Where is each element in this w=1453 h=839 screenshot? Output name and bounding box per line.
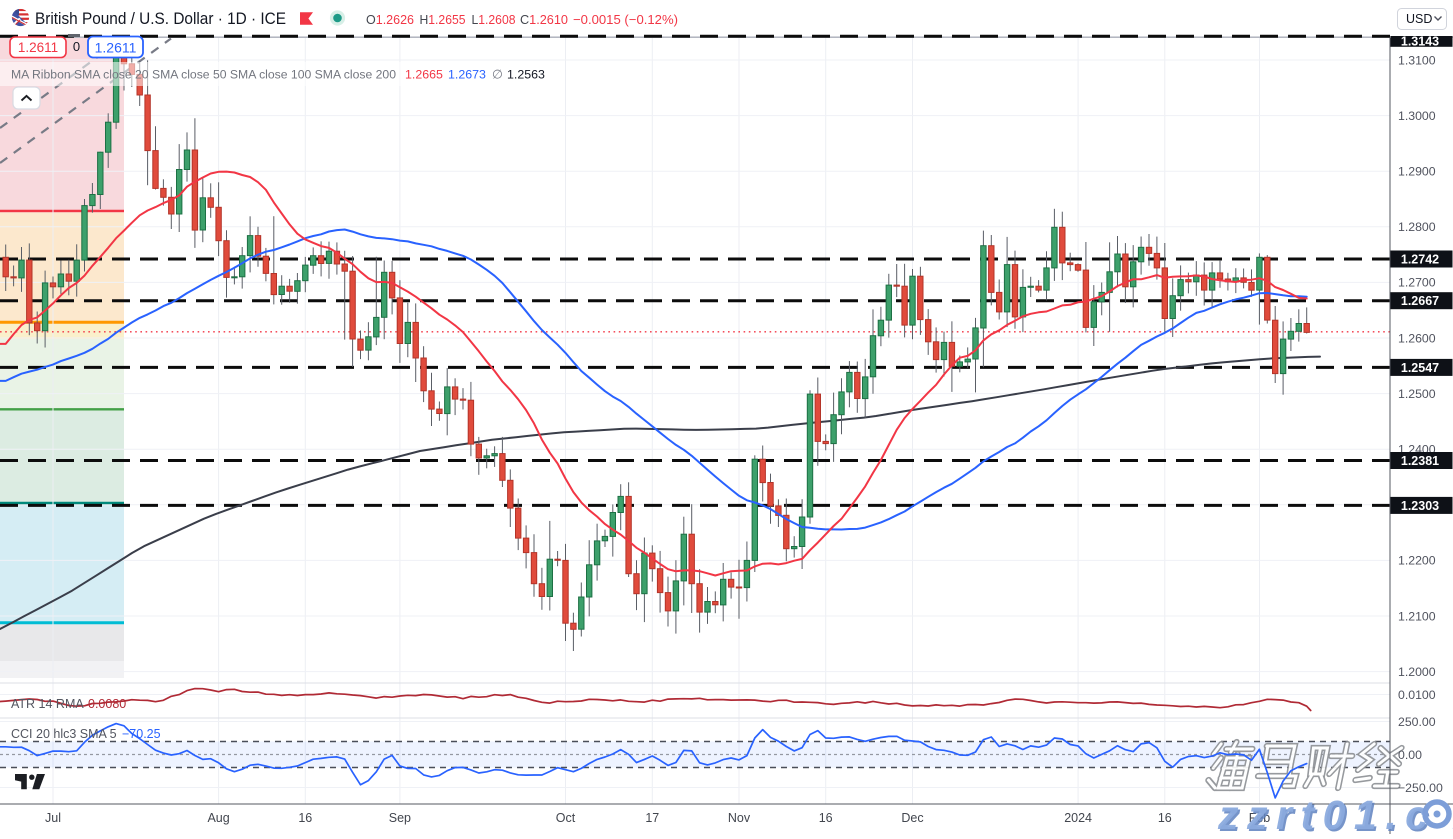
svg-text:1.2611: 1.2611 [95, 39, 137, 55]
svg-text:Sep: Sep [389, 811, 411, 825]
svg-text:1.2673: 1.2673 [448, 68, 486, 82]
svg-text:zzrt01.c: zzrt01.c [1217, 792, 1436, 834]
svg-text:Nov: Nov [728, 811, 751, 825]
svg-text:C1.2610: C1.2610 [520, 12, 568, 27]
svg-text:17: 17 [645, 811, 659, 825]
svg-text:Aug: Aug [207, 811, 229, 825]
svg-text:0.00: 0.00 [1398, 748, 1422, 762]
svg-text:1.3143: 1.3143 [1401, 34, 1439, 48]
svg-text:1.2200: 1.2200 [1398, 554, 1436, 568]
svg-text:1.2700: 1.2700 [1398, 276, 1436, 290]
svg-text:ATR 14 RMA: ATR 14 RMA [11, 697, 84, 711]
svg-text:1.3000: 1.3000 [1398, 109, 1436, 123]
svg-text:1.2900: 1.2900 [1398, 165, 1436, 179]
svg-text:zzrt01.c: zzrt01.c [1219, 794, 1438, 834]
svg-text:1.2100: 1.2100 [1398, 609, 1436, 623]
svg-text:Dec: Dec [901, 811, 923, 825]
svg-text:250.00: 250.00 [1398, 715, 1436, 729]
svg-text:−250.00: −250.00 [1398, 781, 1443, 795]
svg-text:−0.0015 (−0.12%): −0.0015 (−0.12%) [573, 12, 678, 27]
svg-text:British Pound / U.S. Dollar ·: British Pound / U.S. Dollar · 1D · ICE [35, 9, 286, 28]
svg-text:O1.2626: O1.2626 [366, 12, 414, 27]
svg-text:Jul: Jul [45, 811, 61, 825]
svg-text:1.2611: 1.2611 [18, 40, 58, 55]
svg-text:Oct: Oct [556, 811, 576, 825]
svg-text:1.2303: 1.2303 [1401, 499, 1439, 513]
svg-text:0: 0 [73, 39, 80, 54]
svg-text:1.2547: 1.2547 [1401, 361, 1439, 375]
svg-text:1.2600: 1.2600 [1398, 331, 1436, 345]
svg-text:−70.25: −70.25 [122, 727, 161, 741]
svg-text:1.2000: 1.2000 [1398, 665, 1436, 679]
svg-text:1.2381: 1.2381 [1401, 454, 1439, 468]
svg-text:Feb: Feb [1249, 811, 1271, 825]
svg-text:1.3100: 1.3100 [1398, 53, 1436, 67]
svg-text:H1.2655: H1.2655 [420, 12, 466, 27]
svg-text:16: 16 [1158, 811, 1172, 825]
svg-text:1.2500: 1.2500 [1398, 387, 1436, 401]
svg-text:16: 16 [298, 811, 312, 825]
svg-text:1.2800: 1.2800 [1398, 220, 1436, 234]
svg-text:0.0100: 0.0100 [1398, 688, 1436, 702]
svg-text:0.0080: 0.0080 [88, 697, 126, 711]
svg-text:1.2667: 1.2667 [1401, 294, 1439, 308]
svg-text:1.2742: 1.2742 [1401, 252, 1439, 266]
svg-text:MA Ribbon SMA close 20 SMA clo: MA Ribbon SMA close 20 SMA close 50 SMA … [11, 68, 396, 82]
svg-text:CCI 20 hlc3 SMA 5: CCI 20 hlc3 SMA 5 [11, 727, 117, 741]
svg-text:USD: USD [1406, 12, 1432, 26]
svg-text:L1.2608: L1.2608 [472, 12, 516, 27]
svg-text:1.2665: 1.2665 [405, 68, 443, 82]
svg-text:∅: ∅ [492, 68, 503, 82]
svg-text:1.2563: 1.2563 [507, 68, 545, 82]
svg-text:16: 16 [819, 811, 833, 825]
svg-text:2024: 2024 [1064, 811, 1092, 825]
